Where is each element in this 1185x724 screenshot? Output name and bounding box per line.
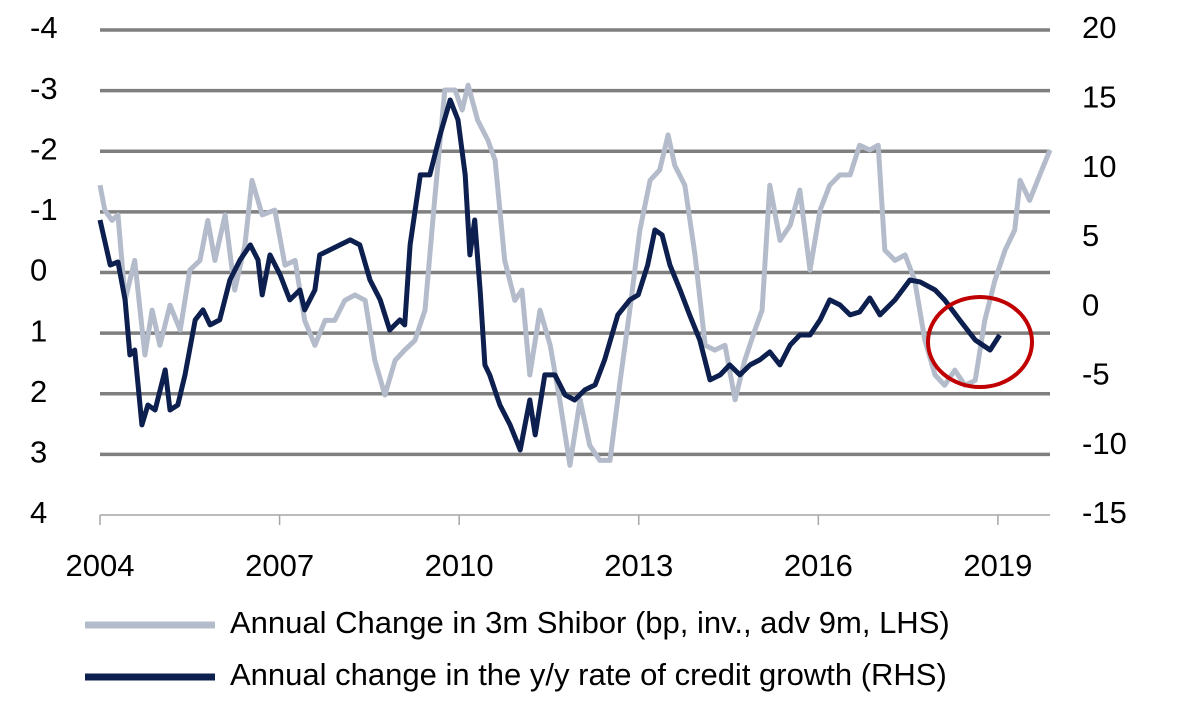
y2-tick-label: 5	[1082, 218, 1099, 253]
y2-tick-label: 10	[1082, 149, 1116, 184]
legend-label: Annual Change in 3m Shibor (bp, inv., ad…	[230, 605, 950, 640]
y-tick-label: -4	[30, 10, 58, 45]
y-tick-label: 2	[30, 374, 47, 409]
y2-tick-label: 15	[1082, 79, 1116, 114]
y-tick-label: 4	[30, 495, 47, 530]
x-tick-label: 2019	[963, 548, 1032, 583]
y2-tick-label: -15	[1082, 495, 1127, 530]
y2-tick-label: -5	[1082, 357, 1110, 392]
series-line	[97, 82, 1053, 468]
y-tick-label: 0	[30, 253, 47, 288]
legend-label: Annual change in the y/y rate of credit …	[230, 657, 947, 692]
y-tick-label: 3	[30, 435, 47, 470]
x-tick-label: 2004	[66, 548, 135, 583]
highlight-circle	[926, 295, 1034, 389]
y-tick-label: 1	[30, 313, 47, 348]
y-tick-label: -1	[30, 192, 58, 227]
x-tick-label: 2007	[245, 548, 314, 583]
y2-tick-label: 20	[1082, 10, 1116, 45]
x-tick-label: 2016	[784, 548, 853, 583]
series-line	[97, 97, 1002, 453]
y-tick-label: -3	[30, 71, 58, 106]
y-tick-label: -2	[30, 131, 58, 166]
x-tick-label: 2010	[425, 548, 494, 583]
x-tick-label: 2013	[604, 548, 673, 583]
y2-tick-label: 0	[1082, 287, 1099, 322]
y2-tick-label: -10	[1082, 426, 1127, 461]
